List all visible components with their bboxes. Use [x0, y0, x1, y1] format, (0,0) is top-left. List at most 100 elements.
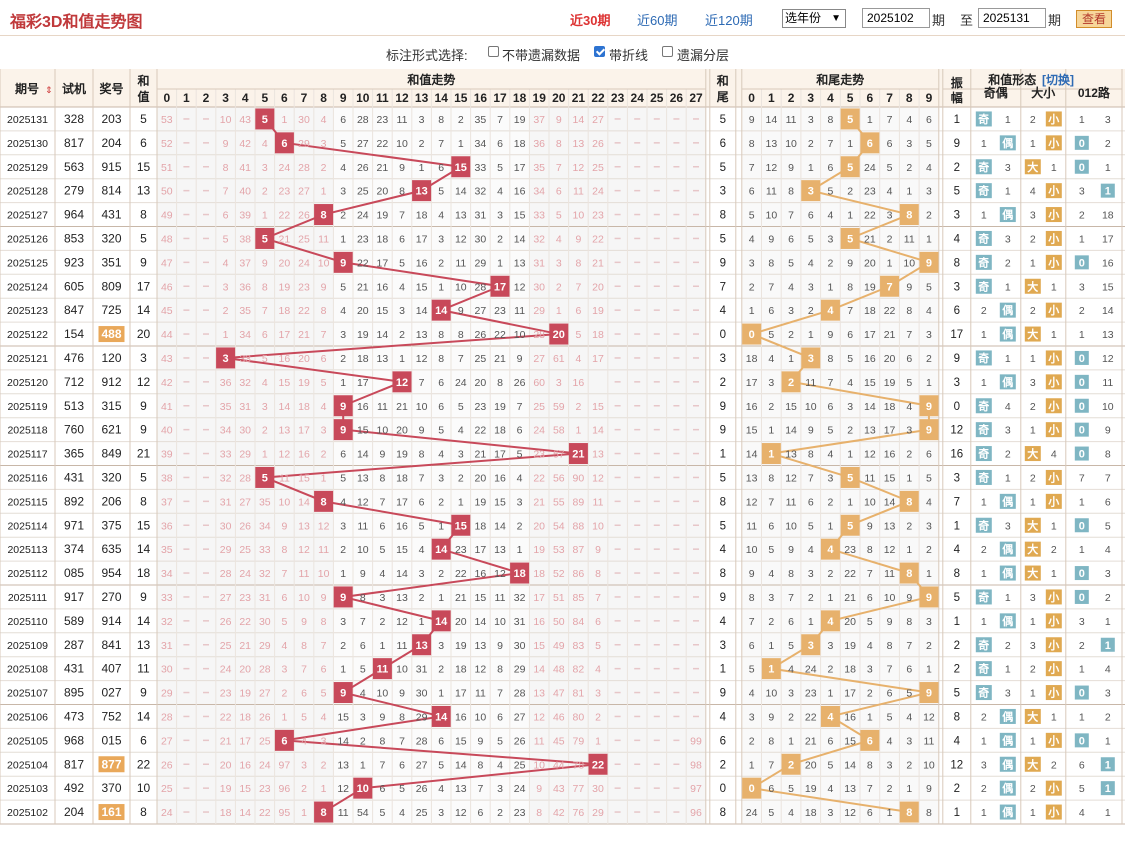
sum-miss-cell: 4 — [497, 759, 503, 771]
polyline-label[interactable]: 带折线 — [609, 48, 649, 63]
tail-miss-cell: 2 — [906, 449, 912, 461]
sum-miss-cell: 22 — [298, 305, 310, 317]
road-miss-cell: 15 — [1102, 281, 1114, 293]
sum-miss-cell: 1 — [438, 592, 444, 604]
size-small-marker — [1045, 732, 1062, 748]
tail-cell: 4 — [720, 616, 727, 628]
tail-miss-cell: 2 — [749, 281, 755, 293]
sum-miss-cell: 8 — [556, 138, 562, 150]
sum-miss-cell: 34 — [259, 520, 271, 532]
tail-miss-cell: 3 — [867, 664, 873, 676]
to-issue-input[interactable]: 2025131 — [978, 8, 1046, 28]
no-miss-checkbox[interactable] — [488, 46, 499, 57]
parity-miss-cell: 3 — [1005, 425, 1011, 437]
sum-miss-cell: 3 — [262, 162, 268, 174]
prize-cell: 320 — [101, 470, 121, 484]
range-link-60[interactable]: 近60期 — [637, 13, 678, 28]
sum-miss-cell: 1 — [262, 210, 268, 222]
tail-miss-cell: 1 — [926, 377, 932, 389]
road-miss-cell: 13 — [1102, 329, 1114, 341]
sum-cell: 18 — [137, 566, 151, 580]
tail-miss-cell: 1 — [867, 711, 873, 723]
sum-miss-cell: 17 — [377, 257, 389, 269]
sum-miss-cell: 12 — [455, 807, 467, 819]
sum-miss-cell: 18 — [357, 353, 369, 365]
tail-hit-marker — [899, 204, 919, 226]
prize-cell: 161 — [101, 805, 121, 819]
sum-miss-cell: 89 — [573, 496, 585, 508]
layer-label[interactable]: 遗漏分层 — [677, 48, 730, 63]
sum-axis-label: 10 — [356, 91, 370, 105]
road-hit-label: 0 — [1079, 162, 1085, 174]
sum-hit-marker — [333, 395, 353, 417]
tail-miss-cell: 1 — [847, 496, 853, 508]
size-miss-cell: 1 — [1030, 496, 1036, 508]
sum-miss-cell: 37 — [239, 257, 251, 269]
sum-miss-cell: 3 — [223, 281, 229, 293]
range-link-120[interactable]: 近120期 — [705, 13, 753, 28]
road-hit-label: 1 — [1105, 640, 1111, 652]
layer-checkbox[interactable] — [662, 46, 673, 57]
sum-miss-cell: 26 — [475, 329, 487, 341]
sum-miss-cell: 3 — [321, 735, 327, 747]
road-miss-cell: 6 — [1079, 759, 1085, 771]
sum-miss-cell: 13 — [455, 783, 467, 795]
switch-link[interactable]: [切换] — [1042, 72, 1074, 87]
parity-odd-marker — [975, 637, 992, 653]
test-cell: 923 — [64, 255, 84, 269]
sum-miss-cell: 30 — [298, 114, 310, 126]
tail-hit-marker — [919, 419, 939, 441]
sum-miss-cell: 2 — [223, 305, 229, 317]
sum-miss-cell: 5 — [595, 640, 601, 652]
tail-cell: 9 — [720, 425, 726, 437]
from-issue-input[interactable]: 2025102 — [862, 8, 930, 28]
amp-cell: 5 — [954, 688, 960, 700]
sum-miss-cell: 4 — [301, 735, 307, 747]
range-link-30[interactable]: 近30期 — [570, 13, 611, 28]
sum-miss-cell: 18 — [298, 401, 310, 413]
tail-miss-cell: 8 — [768, 735, 774, 747]
sum-miss-cell: 2 — [419, 138, 425, 150]
sum-miss-cell: 8 — [360, 592, 366, 604]
sum-miss-cell: 7 — [575, 281, 581, 293]
sum-miss-cell: 30 — [416, 688, 428, 700]
sum-miss-cell: 5 — [419, 520, 425, 532]
tail-miss-cell: 6 — [788, 616, 794, 628]
tail-hit-label: 9 — [926, 425, 932, 437]
sum-miss-cell: 1 — [399, 353, 405, 365]
tail-cell: 5 — [720, 233, 726, 245]
sum-miss-cell: 2 — [438, 568, 444, 580]
query-button[interactable]: 查看 — [1076, 10, 1112, 28]
tail-miss-cell: 2 — [828, 664, 834, 676]
polyline-checkbox[interactable] — [594, 46, 605, 57]
year-select[interactable]: 选年份 ▼ — [782, 9, 846, 28]
sum-miss-cell: 4 — [262, 377, 268, 389]
no-miss-label[interactable]: 不带遗漏数据 — [502, 48, 581, 63]
sum-miss-cell: 16 — [416, 257, 428, 269]
sort-icon[interactable]: ⇕ — [45, 85, 53, 95]
tail-miss-cell: 5 — [749, 210, 755, 222]
tail-hit-label: 3 — [808, 640, 814, 652]
sum-miss-cell: 21 — [357, 281, 369, 293]
sum-miss-cell: 16 — [514, 186, 526, 198]
tail-miss-cell: 1 — [847, 138, 853, 150]
sum-miss-cell: 18 — [455, 664, 467, 676]
test-cell: 085 — [64, 566, 84, 580]
header-tail-a: 和 — [716, 73, 729, 88]
sum-miss-cell: 3 — [379, 592, 385, 604]
tail-miss-cell: 10 — [903, 257, 915, 269]
sum-miss-cell: 2 — [340, 353, 346, 365]
sum-miss-cell: 2 — [262, 186, 268, 198]
sum-miss-cell: 31 — [533, 257, 545, 269]
sum-miss-cell: 15 — [514, 210, 526, 222]
tail-hit-label: 4 — [827, 711, 834, 723]
tail-miss-cell: 5 — [768, 329, 774, 341]
sum-miss-cell: 15 — [396, 544, 408, 556]
parity-even-marker — [999, 613, 1016, 629]
tail-cell: 9 — [720, 401, 726, 413]
tail-miss-cell: 6 — [749, 186, 755, 198]
sum-miss-cell: 30 — [220, 520, 232, 532]
sum-miss-cell: 20 — [298, 353, 310, 365]
tail-miss-cell: 7 — [808, 472, 814, 484]
tail-miss-cell: 11 — [864, 472, 875, 484]
